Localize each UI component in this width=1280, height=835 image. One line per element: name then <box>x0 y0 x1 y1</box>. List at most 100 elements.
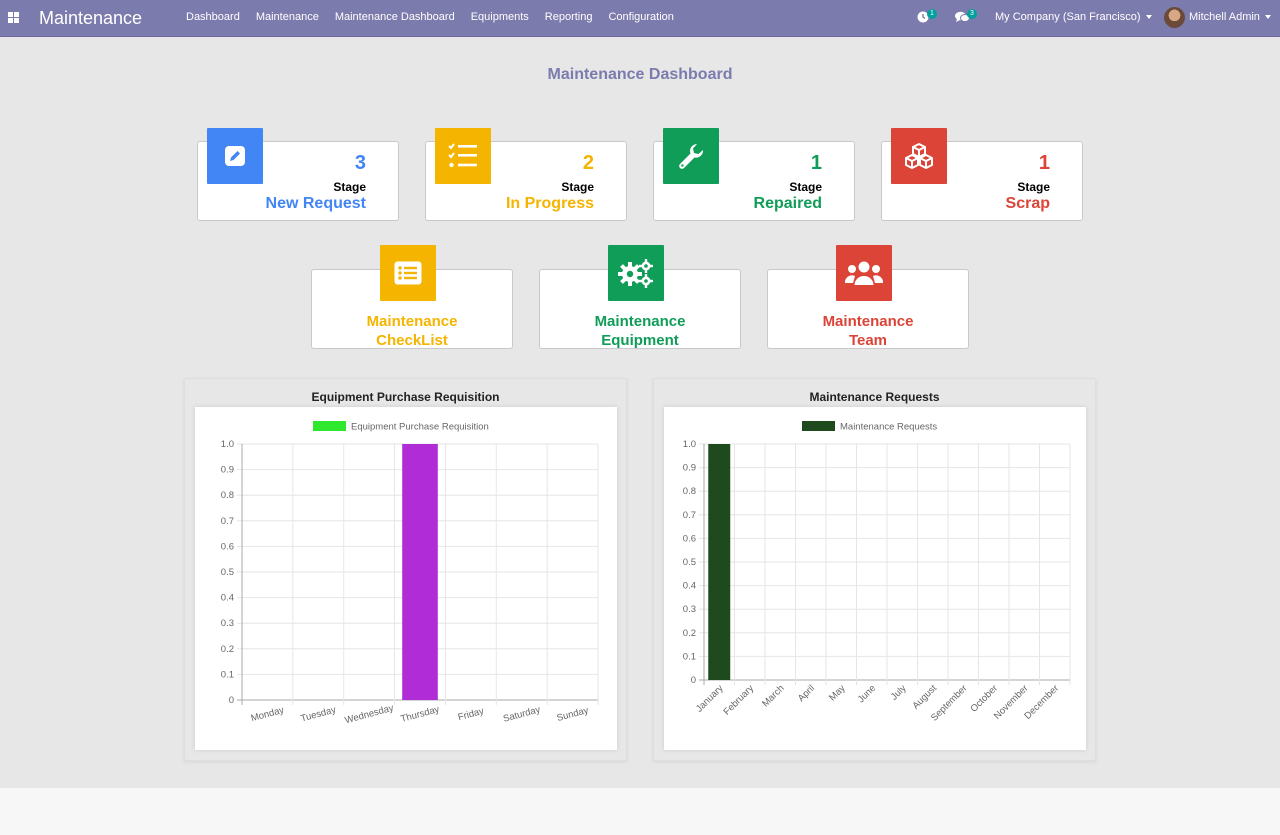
shortcut-title: Maintenance Team <box>768 312 968 350</box>
y-tick-label: 0.6 <box>221 541 234 552</box>
y-tick-label: 0 <box>691 675 696 686</box>
user-avatar[interactable] <box>1164 7 1185 28</box>
activity-count-badge: 1 <box>927 9 937 19</box>
page-footer-area <box>0 788 1280 835</box>
x-tick-label: April <box>796 683 817 704</box>
x-tick-label: Sunday <box>556 705 590 724</box>
top-navbar: Maintenance Dashboard Maintenance Mainte… <box>0 0 1280 37</box>
shortcut-title: Maintenance CheckList <box>312 312 512 350</box>
dashboard-content: Maintenance Dashboard 3 Stage New Reques… <box>0 37 1280 788</box>
caret-down-icon <box>1145 15 1152 20</box>
stage-label: Stage <box>561 180 594 194</box>
menu-maintenance[interactable]: Maintenance <box>255 11 319 23</box>
cubes-icon <box>891 128 947 184</box>
stage-count: 1 <box>810 152 822 174</box>
x-tick-label: Thursday <box>400 704 441 725</box>
shortcut-title-line2: Team <box>848 332 888 349</box>
y-tick-label: 0.8 <box>221 490 234 501</box>
y-tick-label: 0.6 <box>683 533 696 544</box>
gears-icon <box>608 245 664 301</box>
stage-name: Scrap <box>1005 195 1050 212</box>
page-title: Maintenance Dashboard <box>547 66 733 83</box>
legend-swatch <box>802 421 835 431</box>
wrench-icon <box>663 128 719 184</box>
company-switcher[interactable]: My Company (San Francisco) <box>995 0 1152 35</box>
chart-legend[interactable]: Maintenance Requests <box>802 421 937 433</box>
menu-reporting[interactable]: Reporting <box>544 11 593 23</box>
x-tick-label: February <box>721 683 756 718</box>
stage-count: 3 <box>354 152 366 174</box>
purchase-chart-card: Equipment Purchase Requisition 0 0.1 0.2 0.3… <box>195 407 617 750</box>
user-name: Mitchell Admin <box>1189 11 1260 23</box>
x-tick-label: March <box>760 683 786 709</box>
shortcut-title-line1: Maintenance <box>822 313 914 330</box>
message-count-badge: 3 <box>967 9 977 19</box>
y-tick-label: 0.9 <box>221 465 234 476</box>
chart-legend[interactable]: Equipment Purchase Requisition <box>313 421 489 433</box>
y-tick-label: 0.2 <box>683 628 696 639</box>
purchase-chart: Equipment Purchase Requisition 0 0.1 0.2 0.3… <box>221 421 599 727</box>
y-tick-label: 0.2 <box>221 644 234 655</box>
x-tick-label: Saturday <box>502 704 542 725</box>
x-tick-label: Wednesday <box>344 703 395 727</box>
requests-chart: Maintenance Requests 0 0.1 0.2 0.3 0.4 0.5 0.6 0… <box>683 421 1071 724</box>
menu-maintenance-dashboard[interactable]: Maintenance Dashboard <box>334 11 455 23</box>
shortcut-title-line2: Equipment <box>601 332 679 349</box>
y-tick-label: 0.4 <box>221 593 234 604</box>
y-tick-label: 1.0 <box>683 439 696 450</box>
stage-name: New Request <box>265 195 366 212</box>
user-menu[interactable]: Mitchell Admin <box>1189 0 1271 35</box>
stage-name: Repaired <box>753 195 822 212</box>
requests-chart-card: Maintenance Requests 0 0.1 0.2 0.3 0.4 0.5 0.6 0… <box>664 407 1086 750</box>
messages-button[interactable]: 3 <box>954 0 982 36</box>
legend-label: Maintenance Requests <box>840 422 937 433</box>
y-tick-label: 1.0 <box>221 439 234 450</box>
shortcut-title-line1: Maintenance <box>594 313 686 330</box>
main-menu: Dashboard Maintenance Maintenance Dashbo… <box>178 0 682 36</box>
chart-bar[interactable] <box>402 444 438 700</box>
checklist-icon <box>435 128 491 184</box>
shortcut-title-line1: Maintenance <box>366 313 458 330</box>
purchase-chart-panel: Equipment Purchase Requisition Equipment… <box>184 378 627 761</box>
y-tick-label: 0.7 <box>683 510 696 521</box>
y-tick-label: 0.7 <box>221 516 234 527</box>
y-tick-label: 0.9 <box>683 463 696 474</box>
y-tick-label: 0.8 <box>683 486 696 497</box>
x-tick-label: Friday <box>457 706 486 724</box>
legend-swatch <box>313 421 346 431</box>
y-tick-label: 0.3 <box>683 604 696 615</box>
y-tick-label: 0.5 <box>683 557 696 568</box>
company-name: My Company (San Francisco) <box>995 11 1141 23</box>
y-tick-label: 0.4 <box>683 581 696 592</box>
stage-count: 2 <box>582 152 594 174</box>
menu-dashboard[interactable]: Dashboard <box>186 11 240 23</box>
chart-bar[interactable] <box>708 444 731 680</box>
x-tick-label: August <box>910 683 939 712</box>
y-tick-label: 0 <box>229 695 234 706</box>
apps-menu-icon[interactable] <box>8 12 19 23</box>
activity-button[interactable]: 1 <box>915 0 941 36</box>
shortcut-title-line2: CheckList <box>376 332 448 349</box>
menu-configuration[interactable]: Configuration <box>608 11 674 23</box>
x-tick-label: July <box>889 683 909 703</box>
stage-label: Stage <box>333 180 366 194</box>
stage-label: Stage <box>789 180 822 194</box>
clock-icon <box>917 11 929 23</box>
x-tick-label: May <box>827 683 848 704</box>
requests-chart-title: Maintenance Requests <box>809 390 940 404</box>
menu-equipments[interactable]: Equipments <box>470 11 529 23</box>
users-icon <box>836 245 892 301</box>
stage-name: In Progress <box>505 195 594 212</box>
x-tick-label: Monday <box>250 705 286 724</box>
stage-count: 1 <box>1038 152 1050 174</box>
y-tick-label: 0.5 <box>221 567 234 578</box>
requests-chart-panel: Maintenance Requests Maintenance Request… <box>653 378 1096 761</box>
x-tick-label: Tuesday <box>300 704 338 724</box>
caret-down-icon <box>1264 15 1271 20</box>
shortcut-title: Maintenance Equipment <box>540 312 740 350</box>
app-brand[interactable]: Maintenance <box>39 8 143 28</box>
y-tick-label: 0.3 <box>221 618 234 629</box>
purchase-chart-title: Equipment Purchase Requisition <box>311 390 500 404</box>
legend-label: Equipment Purchase Requisition <box>351 422 489 433</box>
stage-label: Stage <box>1017 180 1050 194</box>
